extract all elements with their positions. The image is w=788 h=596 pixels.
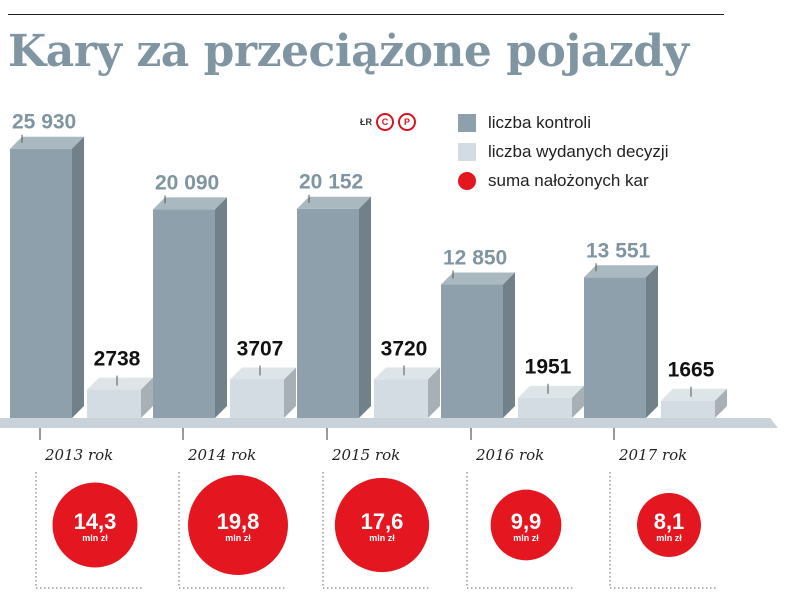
bar-kontroli-3-top <box>441 272 515 285</box>
bar-decyzji-0 <box>87 377 153 418</box>
bar-kontroli-2-top <box>297 196 371 209</box>
penalty-circle-3 <box>490 489 562 561</box>
dotted-connector-3 <box>466 472 573 589</box>
legend-label-kary: suma nałożonych kar <box>488 170 649 190</box>
penalty-unit-1: mln zł <box>225 533 251 543</box>
penalty-unit-3: mln zł <box>513 533 539 543</box>
bar-kontroli-4-top <box>584 265 658 278</box>
category-label-2: 2015 rok <box>331 446 400 464</box>
penalty-value-3: 9,9 <box>511 509 542 534</box>
bar-kontroli-1-front <box>153 209 215 418</box>
value-label-kontroli-2: 20 152 <box>299 171 363 194</box>
bar-decyzji-0-top <box>87 377 153 390</box>
chart-floor <box>0 418 778 428</box>
bar-kontroli-1-side <box>215 197 227 418</box>
dotted-connector-0 <box>35 472 142 589</box>
author-credit: ŁR C P <box>360 111 416 133</box>
category-label-0: 2013 rok <box>44 446 113 464</box>
bar-decyzji-3 <box>518 385 584 418</box>
penalty-value-2: 17,6 <box>361 509 404 534</box>
bar-kontroli-4 <box>584 265 658 418</box>
value-label-decyzji-0: 2738 <box>94 348 141 371</box>
bar-kontroli-2-side <box>359 196 371 418</box>
bar-decyzji-3-side <box>572 385 584 418</box>
value-label-kontroli-3: 12 850 <box>443 247 507 270</box>
dotted-connector-4 <box>609 472 716 589</box>
bar-decyzji-4-side <box>715 388 727 418</box>
bar-decyzji-4-front <box>661 400 715 418</box>
bar-kontroli-3-side <box>503 272 515 418</box>
value-label-decyzji-1: 3707 <box>237 338 284 361</box>
bar-kontroli-0-top <box>10 136 84 149</box>
value-label-decyzji-2: 3720 <box>381 337 428 360</box>
bar-kontroli-3 <box>441 272 515 418</box>
penalty-circle-2 <box>334 477 430 573</box>
bar-decyzji-2 <box>374 367 440 418</box>
value-label-decyzji-3: 1951 <box>525 356 572 379</box>
penalty-circle-0 <box>52 482 138 568</box>
bar-decyzji-2-front <box>374 379 428 418</box>
bar-decyzji-0-side <box>141 377 153 418</box>
legend: liczba kontroli liczba wydanych decyzji … <box>458 108 668 195</box>
legend-swatch-decyzji <box>458 142 476 161</box>
penalty-value-0: 14,3 <box>74 509 117 534</box>
credit-mark-p: P <box>398 113 416 131</box>
bar-decyzji-2-top <box>374 367 440 380</box>
penalty-circle-4 <box>637 493 701 557</box>
bar-kontroli-2 <box>297 196 371 418</box>
bar-decyzji-1 <box>230 367 296 418</box>
bar-decyzji-0-front <box>87 389 141 418</box>
bar-decyzji-1-side <box>284 367 296 418</box>
bar-kontroli-1 <box>153 197 227 418</box>
bar-decyzji-4-top <box>661 388 727 401</box>
bar-kontroli-2-front <box>297 208 359 418</box>
category-label-3: 2016 rok <box>475 446 544 464</box>
bar-kontroli-0-front <box>10 148 72 418</box>
legend-item-decyzji: liczba wydanych decyzji <box>458 137 668 166</box>
bar-decyzji-2-side <box>428 367 440 418</box>
bar-kontroli-0 <box>10 136 84 418</box>
legend-label-kontroli: liczba kontroli <box>488 112 591 132</box>
bar-decyzji-1-top <box>230 367 296 380</box>
chart-title: Kary za przeciążone pojazdy <box>8 26 689 77</box>
bar-decyzji-1-front <box>230 379 284 418</box>
penalty-unit-4: mln zł <box>656 533 682 543</box>
top-rule <box>8 14 724 15</box>
bar-kontroli-0-side <box>72 136 84 418</box>
bar-kontroli-4-side <box>646 265 658 418</box>
bar-decyzji-4 <box>661 388 727 418</box>
category-label-1: 2014 rok <box>187 446 256 464</box>
penalty-circle-1 <box>188 475 288 575</box>
category-label-4: 2017 rok <box>618 446 687 464</box>
bar-kontroli-1-top <box>153 197 227 210</box>
value-label-kontroli-4: 13 551 <box>586 239 651 262</box>
bar-kontroli-4-front <box>584 277 646 418</box>
penalty-value-1: 19,8 <box>217 509 260 534</box>
value-label-kontroli-1: 20 090 <box>155 171 219 194</box>
legend-swatch-kary <box>458 171 476 190</box>
dotted-connector-1 <box>178 472 285 589</box>
legend-item-kontroli: liczba kontroli <box>458 108 668 137</box>
penalty-value-4: 8,1 <box>654 509 685 534</box>
legend-swatch-kontroli <box>458 113 476 132</box>
penalty-unit-0: mln zł <box>82 533 108 543</box>
penalty-unit-2: mln zł <box>369 533 395 543</box>
bar-decyzji-3-front <box>518 397 572 418</box>
legend-label-decyzji: liczba wydanych decyzji <box>488 141 669 161</box>
dotted-connector-2 <box>322 472 429 589</box>
bar-decyzji-3-top <box>518 385 584 398</box>
value-label-kontroli-0: 25 930 <box>12 111 76 134</box>
credit-mark-c: C <box>376 113 394 131</box>
legend-item-kary: suma nałożonych kar <box>458 166 668 195</box>
author-initials: ŁR <box>360 117 372 127</box>
value-label-decyzji-4: 1665 <box>668 359 715 382</box>
bar-kontroli-3-front <box>441 284 503 418</box>
